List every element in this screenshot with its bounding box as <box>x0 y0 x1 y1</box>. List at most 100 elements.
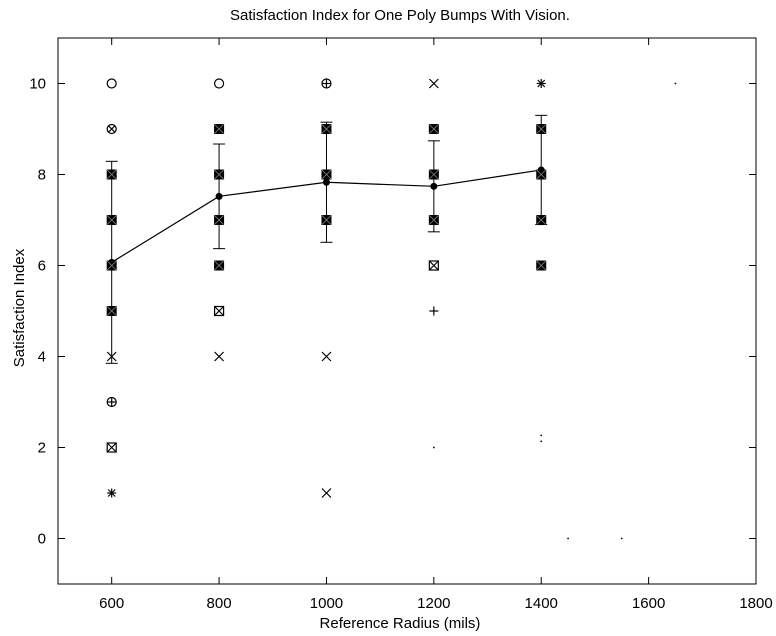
marker-dot <box>540 440 543 443</box>
plot-area <box>57 37 757 585</box>
marker-x2 <box>321 124 332 134</box>
axes-box <box>57 37 757 585</box>
marker-x2 <box>321 488 332 498</box>
error-bars <box>105 114 548 364</box>
x-axis-label: Reference Radius (mils) <box>320 615 481 632</box>
marker-square <box>428 260 439 271</box>
marker-dot <box>540 434 543 437</box>
data-point-filled-square <box>428 215 439 225</box>
x-tick-label: 1000 <box>310 595 343 612</box>
data-point-asterisk <box>536 79 546 88</box>
data-point-filled-square <box>214 124 225 134</box>
mean-point <box>322 178 330 186</box>
data-point-dot <box>567 537 569 540</box>
data-point-filled-square <box>214 215 225 225</box>
data-point-square-x <box>428 260 439 271</box>
marker-x2 <box>106 260 117 271</box>
data-point-filled-square <box>106 169 117 180</box>
data-point-dot <box>620 537 623 540</box>
data-point-x <box>214 351 225 362</box>
data-point-filled-square <box>106 260 117 271</box>
mean-point <box>215 192 223 200</box>
data-point-filled-square <box>428 124 439 134</box>
data-point-asterisk <box>107 488 117 498</box>
marker-circle <box>106 123 117 135</box>
data-point-filled-square <box>321 215 332 225</box>
data-point-x <box>428 78 439 89</box>
marker-dot <box>567 537 569 540</box>
marker-x2 <box>537 79 546 88</box>
data-point-colon <box>540 434 543 443</box>
data-point-filled-square <box>536 260 547 271</box>
marker-x2 <box>321 169 332 180</box>
marker-x2 <box>214 215 224 225</box>
tick-labels: 600 800 1000 1200 1400 1600 1800 0 2 4 6 8 10 <box>29 76 772 613</box>
data-point-x <box>321 488 332 498</box>
marker-x2 <box>106 351 117 362</box>
data-point-square-x <box>213 305 225 317</box>
marker-x2 <box>321 351 332 362</box>
data-point-filled-square <box>321 169 332 180</box>
scatter-markers <box>106 78 677 540</box>
marker-x2 <box>214 124 224 134</box>
data-point-square-x <box>106 442 117 453</box>
chart-title: Satisfaction Index for One Poly Bumps Wi… <box>230 7 570 24</box>
y-tick-label: 4 <box>38 349 46 366</box>
y-tick-label: 6 <box>38 258 46 275</box>
x-tick-label: 1200 <box>417 595 450 612</box>
marker-x2 <box>536 124 547 134</box>
data-point-circle <box>106 78 117 89</box>
x-tick-label: 1400 <box>525 595 558 612</box>
x-tick-label: 800 <box>207 595 232 612</box>
marker-x2 <box>536 260 547 271</box>
data-point-circle-plus <box>321 78 332 89</box>
data-point-x <box>106 351 117 362</box>
marker-x2 <box>106 215 117 225</box>
data-point-circle-x <box>106 123 117 135</box>
marker-x2 <box>536 215 547 225</box>
x-tick-label: 600 <box>99 595 124 612</box>
marker-x2 <box>429 215 439 225</box>
marker-dot <box>620 537 623 540</box>
marker-x2 <box>108 125 116 133</box>
marker-dot <box>432 446 435 449</box>
data-point-filled-square <box>214 260 225 271</box>
marker-x2 <box>214 169 224 180</box>
x-tick-label: 1800 <box>739 595 772 612</box>
x-tick-label: 1600 <box>632 595 665 612</box>
marker-x2 <box>107 489 116 497</box>
marker-x2 <box>106 306 117 316</box>
marker-x2 <box>428 260 439 271</box>
data-point-filled-square <box>106 215 117 225</box>
data-point-filled-square <box>428 169 439 180</box>
data-point-circle <box>213 78 225 89</box>
marker-dot <box>674 82 677 85</box>
marker-x2 <box>321 215 332 225</box>
data-point-filled-square <box>536 124 547 134</box>
data-point-filled-square <box>106 306 117 316</box>
y-tick-label: 0 <box>38 531 46 548</box>
marker-circle <box>106 78 117 89</box>
data-point-filled-square <box>214 169 225 180</box>
marker-x2 <box>214 260 224 271</box>
marker-x2 <box>106 169 117 180</box>
marker-x2 <box>214 306 225 316</box>
marker-x2 <box>106 442 117 453</box>
mean-line <box>108 166 545 266</box>
axis-ticks <box>58 38 757 584</box>
y-axis-label: Satisfaction Index <box>11 248 28 367</box>
marker-square <box>106 442 117 453</box>
marker-x2 <box>536 169 547 180</box>
data-point-filled-square <box>536 169 547 180</box>
marker-x2 <box>428 78 439 89</box>
marker-x2 <box>429 169 439 180</box>
data-point-plus <box>429 306 439 316</box>
y-tick-label: 8 <box>38 167 46 184</box>
marker-x2 <box>429 124 439 134</box>
data-point-circle-plus <box>106 396 117 408</box>
y-tick-label: 10 <box>29 76 46 93</box>
mean-point <box>430 182 438 190</box>
data-point-x <box>321 351 332 362</box>
y-tick-label: 2 <box>38 440 46 457</box>
